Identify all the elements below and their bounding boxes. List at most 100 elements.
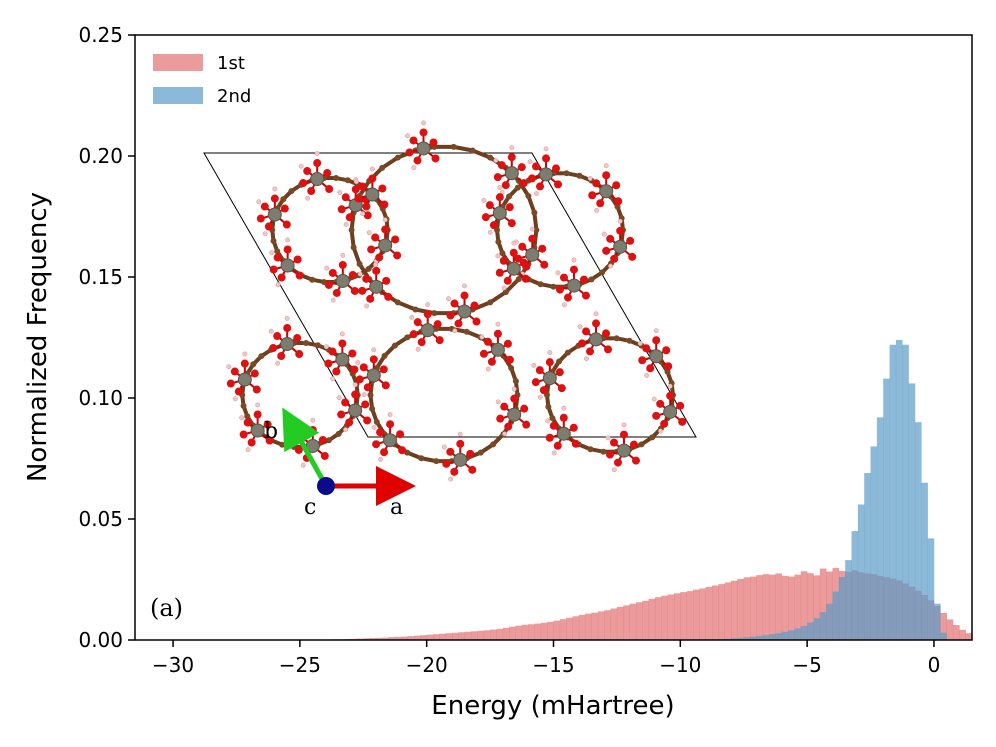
bar-2nd-81 (826, 603, 833, 640)
carbon-atom (506, 193, 513, 200)
bar-2nd-95 (914, 422, 922, 640)
hydrogen-atom (239, 415, 245, 421)
oxygen-atom (372, 266, 381, 275)
hydrogen-atom (314, 151, 320, 156)
oxygen-atom (505, 203, 514, 212)
oxygen-atom (269, 265, 278, 274)
oxygen-atom (503, 276, 512, 285)
bar-2nd-90 (883, 378, 890, 640)
bar-1st-44 (591, 612, 599, 640)
oxygen-atom (320, 451, 329, 460)
oxygen-atom (664, 362, 673, 371)
hydrogen-atom (487, 229, 493, 235)
oxygen-atom (528, 174, 537, 183)
oxygen-atom (293, 255, 302, 264)
bar-1st-71 (762, 574, 770, 640)
bar-2nd-83 (838, 577, 846, 640)
oxygen-atom (499, 256, 508, 265)
bar-2nd-86 (857, 504, 865, 640)
oxygen-atom (610, 254, 619, 263)
bar-1st-19 (433, 634, 440, 640)
oxygen-atom (265, 436, 274, 445)
oxygen-atom (442, 459, 451, 468)
bar-2nd-98 (933, 603, 941, 640)
bar-1st-75 (788, 576, 795, 640)
oxygen-atom (277, 273, 286, 282)
metal-atom (378, 238, 393, 253)
hydrogen-atom (605, 435, 611, 441)
oxygen-atom (260, 202, 269, 211)
oxygen-atom (656, 399, 665, 408)
oxygen-atom (381, 381, 390, 390)
bar-2nd-71 (762, 635, 770, 640)
carbon-atom (391, 342, 398, 349)
hydrogen-atom (361, 392, 367, 397)
bar-1st-43 (585, 613, 592, 640)
hydrogen-atom (531, 362, 537, 368)
hydrogen-atom (502, 431, 508, 437)
carbon-atom (240, 402, 247, 409)
oxygen-atom (417, 338, 426, 347)
y-tick-label: 0.05 (78, 507, 123, 531)
oxygen-atom (646, 364, 655, 373)
carbon-atom (279, 441, 286, 448)
bar-1st-101 (952, 624, 960, 640)
bar-1st-23 (458, 632, 466, 640)
oxygen-atom (479, 349, 488, 358)
carbon-atom (613, 335, 620, 342)
bar-1st-24 (464, 631, 472, 640)
metal-atom (237, 372, 252, 387)
oxygen-atom (393, 251, 402, 260)
bar-1st-58 (680, 592, 687, 640)
hydrogen-atom (547, 350, 553, 356)
oxygen-atom (325, 185, 334, 194)
hydrogen-atom (594, 208, 600, 213)
hydrogen-atom (409, 314, 415, 320)
oxygen-atom (250, 369, 259, 378)
axis-b-label: b (264, 419, 278, 444)
hydrogen-atom (425, 302, 431, 308)
oxygen-atom (282, 220, 291, 229)
carbon-atom (431, 310, 438, 317)
bond (397, 300, 417, 312)
carbon-atom (525, 192, 532, 199)
hydrogen-atom (555, 270, 561, 276)
oxygen-atom (596, 199, 605, 208)
bar-2nd-76 (794, 628, 802, 640)
oxygen-atom (419, 128, 428, 137)
bar-1st-48 (616, 606, 624, 640)
axis-c-label: c (304, 495, 316, 520)
hydrogen-atom (617, 218, 623, 224)
carbon-atom (348, 227, 355, 233)
bar-1st-73 (775, 573, 783, 640)
oxygen-atom (328, 268, 337, 277)
bar-2nd-85 (851, 531, 859, 640)
bar-2nd-69 (750, 636, 757, 640)
metal-atom (366, 368, 381, 383)
hydrogen-atom (587, 176, 593, 181)
hydrogen-atom (527, 159, 533, 165)
y-tick-label: 0.25 (78, 23, 123, 47)
carbon-atom (270, 237, 277, 244)
hydrogen-atom (339, 331, 345, 337)
axis-b-arrow (282, 407, 329, 488)
bar-1st-49 (623, 605, 630, 640)
oxygen-atom (363, 383, 372, 392)
oxygen-atom (358, 286, 367, 295)
oxygen-atom (362, 274, 371, 283)
metal-atom (599, 184, 614, 199)
bar-1st-18 (426, 634, 434, 640)
hydrogen-atom (262, 231, 268, 237)
hydrogen-atom (667, 383, 673, 389)
bar-1st-46 (604, 610, 611, 640)
bar-2nd-74 (781, 631, 789, 640)
oxygen-atom (626, 236, 635, 245)
carbon-atom (404, 334, 411, 341)
oxygen-atom (332, 288, 341, 297)
bar-1st-40 (566, 617, 573, 640)
oxygen-atom (605, 450, 614, 459)
bar-2nd-84 (845, 560, 852, 640)
oxygen-atom (582, 327, 591, 336)
carbon-atom (514, 184, 521, 191)
